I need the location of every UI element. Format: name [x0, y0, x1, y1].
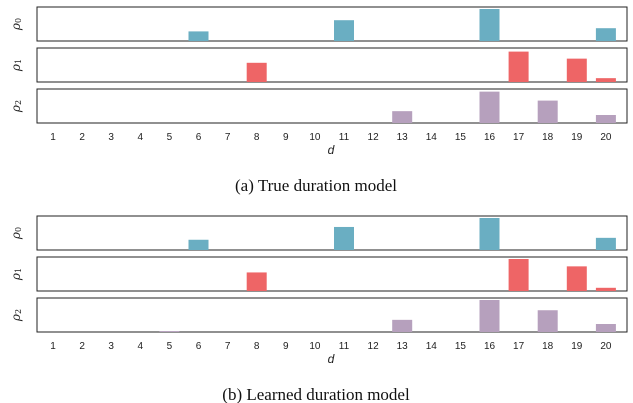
- bar-rho1-d8: [246, 62, 267, 82]
- panel-frame: [36, 256, 628, 292]
- true-duration-model-caption: (a) True duration model: [235, 176, 397, 195]
- x-tick-label-15: 15: [455, 132, 467, 143]
- x-tick-label-11: 11: [339, 132, 350, 143]
- bar-rho2-d18: [537, 100, 558, 123]
- x-tick-label-5: 5: [167, 132, 173, 143]
- bar-rho0-d20: [595, 237, 616, 250]
- x-tick-label-19: 19: [571, 341, 583, 352]
- y-axis-label-rho0: ρ0: [9, 18, 24, 31]
- bar-rho0-d16: [479, 218, 500, 250]
- y-axis-label-rho2: ρ2: [9, 309, 24, 322]
- panel-frame: [36, 215, 628, 251]
- bar-rho0-d6: [188, 239, 209, 250]
- bar-rho2-d18: [537, 310, 558, 332]
- bar-rho0-d6: [188, 31, 209, 41]
- x-tick-label-18: 18: [542, 132, 554, 143]
- bar-rho1-d20: [595, 287, 616, 291]
- x-tick-label-12: 12: [368, 132, 380, 143]
- x-tick-label-19: 19: [571, 132, 583, 143]
- panel-rho0: ρ0: [9, 215, 628, 251]
- learned-duration-model-caption: (b) Learned duration model: [222, 385, 410, 403]
- x-tick-label-9: 9: [283, 132, 289, 143]
- x-tick-label-12: 12: [368, 341, 380, 352]
- bar-rho1-d19: [566, 58, 587, 82]
- x-tick-label-13: 13: [397, 132, 409, 143]
- bar-rho1-d19: [566, 266, 587, 291]
- panel-rho0: ρ0: [9, 6, 628, 42]
- x-axis-label: d: [328, 352, 335, 366]
- x-tick-label-10: 10: [309, 132, 321, 143]
- panel-rho1: ρ1: [9, 47, 628, 83]
- x-tick-label-9: 9: [283, 341, 289, 352]
- x-tick-label-7: 7: [225, 132, 231, 143]
- x-tick-label-1: 1: [50, 341, 56, 352]
- bar-rho1-d17: [508, 51, 529, 82]
- x-axis-label: d: [328, 143, 335, 157]
- bar-rho2-d20: [595, 324, 616, 332]
- y-axis-label-rho0: ρ0: [9, 227, 24, 240]
- bar-rho1-d17: [508, 259, 529, 291]
- x-tick-label-14: 14: [426, 341, 438, 352]
- x-tick-label-5: 5: [167, 341, 173, 352]
- bar-rho1-d20: [595, 78, 616, 82]
- x-tick-label-13: 13: [397, 341, 409, 352]
- x-tick-label-2: 2: [79, 132, 85, 143]
- x-tick-label-4: 4: [138, 341, 144, 352]
- bar-rho2-d16: [479, 91, 500, 123]
- x-tick-label-10: 10: [309, 341, 321, 352]
- panel-rho1: ρ1: [9, 256, 628, 292]
- x-tick-label-18: 18: [542, 341, 554, 352]
- x-tick-label-6: 6: [196, 341, 202, 352]
- x-tick-label-15: 15: [455, 341, 467, 352]
- x-tick-label-8: 8: [254, 132, 260, 143]
- bar-rho2-d5: [159, 331, 180, 332]
- bar-rho2-d20: [595, 115, 616, 123]
- bar-rho0-d16: [479, 9, 500, 41]
- y-axis-label-rho1: ρ1: [9, 59, 24, 72]
- bar-rho0-d11: [334, 226, 354, 250]
- x-tick-label-8: 8: [254, 341, 260, 352]
- x-tick-label-16: 16: [484, 132, 496, 143]
- x-tick-label-16: 16: [484, 341, 496, 352]
- bar-rho2-d13: [392, 111, 413, 123]
- x-tick-label-4: 4: [138, 132, 144, 143]
- bar-rho2-d13: [392, 319, 413, 332]
- x-tick-label-1: 1: [50, 132, 56, 143]
- panel-frame: [36, 6, 628, 42]
- panel-frame: [36, 47, 628, 83]
- x-tick-label-11: 11: [339, 341, 350, 352]
- x-tick-label-17: 17: [513, 132, 525, 143]
- panel-rho2: ρ2: [9, 88, 628, 124]
- panel-frame: [36, 297, 628, 333]
- x-tick-label-6: 6: [196, 132, 202, 143]
- x-tick-label-20: 20: [600, 132, 612, 143]
- bar-rho2-d16: [479, 300, 500, 332]
- bar-rho0-d11: [334, 20, 354, 41]
- panel-rho2: ρ2: [9, 297, 628, 333]
- bar-rho0-d20: [595, 28, 616, 41]
- x-tick-label-3: 3: [108, 341, 114, 352]
- x-tick-label-20: 20: [600, 341, 612, 352]
- y-axis-label-rho2: ρ2: [9, 100, 24, 113]
- x-tick-label-7: 7: [225, 341, 231, 352]
- panel-frame: [36, 88, 628, 124]
- bar-rho1-d8: [246, 272, 267, 291]
- x-tick-label-14: 14: [426, 132, 438, 143]
- x-tick-label-17: 17: [513, 341, 525, 352]
- x-tick-label-2: 2: [79, 341, 85, 352]
- y-axis-label-rho1: ρ1: [9, 268, 24, 281]
- x-tick-label-3: 3: [108, 132, 114, 143]
